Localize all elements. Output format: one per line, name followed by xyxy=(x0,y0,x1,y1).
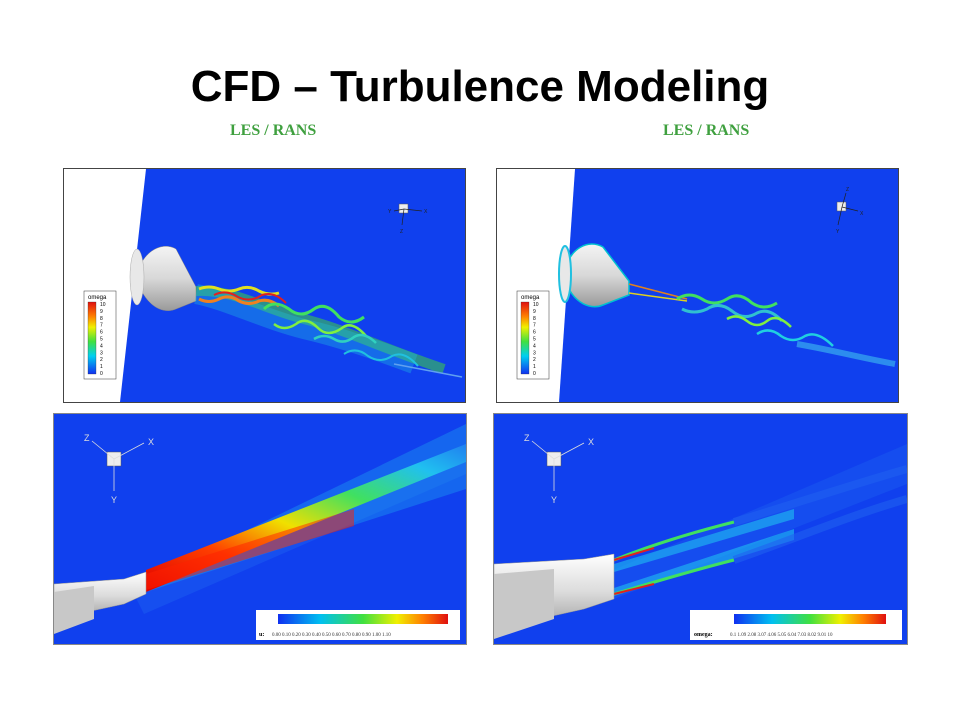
axis-triad: X Y Z xyxy=(388,203,428,235)
axis-z-label: Z xyxy=(524,433,530,443)
axis-y-label: Y xyxy=(111,495,117,505)
legend-value: 8 xyxy=(533,316,536,322)
nozzle-body xyxy=(563,243,630,308)
axis-triad: X Z Y xyxy=(84,433,154,505)
les-vorticity-panel-left: omega 10 9 8 7 6 5 4 3 2 1 0 X Y Z xyxy=(63,168,466,403)
legend-value: 4 xyxy=(100,343,103,349)
left-column-label: LES / RANS xyxy=(230,122,317,139)
legend-value: 7 xyxy=(100,323,103,329)
les-vorticity-panel-right: omega 10 9 8 7 6 5 4 3 2 1 0 X Z Y xyxy=(496,168,899,403)
axis-y-label: Y xyxy=(836,229,840,235)
legend-value: 9 xyxy=(533,309,536,315)
legend-value: 2 xyxy=(100,357,103,363)
rans-vorticity-panel: X Z Y omega: 0.1 1.09 2.08 3.07 4.06 5.0… xyxy=(493,413,908,645)
legend-value: 9 xyxy=(100,309,103,315)
legend-value: 7 xyxy=(533,323,536,329)
legend-value: 8 xyxy=(100,316,103,322)
legend-value: 6 xyxy=(533,330,536,336)
right-column-label: LES / RANS xyxy=(663,122,750,139)
nozzle-body xyxy=(135,246,197,311)
legend-value: 3 xyxy=(100,350,103,356)
legend-value: 0 xyxy=(533,371,536,377)
legend-value: 1 xyxy=(533,364,536,370)
colorbar-ticks: 0.1 1.09 2.08 3.07 4.06 5.05 6.04 7.03 8… xyxy=(730,633,833,638)
slide-title: CFD – Turbulence Modeling xyxy=(190,62,770,111)
axis-x-label: X xyxy=(148,437,154,447)
axis-x-label: X xyxy=(860,211,864,217)
axis-z-label: Z xyxy=(400,229,403,235)
axis-triad: X Z Y xyxy=(836,187,864,235)
colorbar-label: omega: xyxy=(694,632,713,638)
axis-x-label: X xyxy=(424,209,428,215)
legend-title: omega xyxy=(521,295,540,301)
omega-colorbar: omega: 0.1 1.09 2.08 3.07 4.06 5.05 6.04… xyxy=(690,610,902,640)
vortex-structures xyxy=(628,283,896,367)
rans-velocity-panel: X Z Y u: 0.00 0.10 0.20 0.30 0.40 0.50 0… xyxy=(53,413,467,645)
legend-value: 10 xyxy=(100,302,106,308)
colorbar-ticks: 0.00 0.10 0.20 0.30 0.40 0.50 0.60 0.70 … xyxy=(272,633,391,638)
legend-value: 6 xyxy=(100,330,103,336)
legend-value: 5 xyxy=(100,337,103,343)
axis-z-label: Z xyxy=(84,433,90,443)
colorbar-label: u: xyxy=(259,632,264,638)
legend-value: 4 xyxy=(533,343,536,349)
legend-title: omega xyxy=(88,295,107,301)
legend-value: 10 xyxy=(533,302,539,308)
wall-surface xyxy=(497,169,575,402)
u-colorbar: u: 0.00 0.10 0.20 0.30 0.40 0.50 0.60 0.… xyxy=(256,610,460,640)
axis-triad: X Z Y xyxy=(524,433,594,505)
legend-value: 2 xyxy=(533,357,536,363)
axis-z-label: Z xyxy=(846,187,849,193)
vortex-structures xyxy=(193,284,463,378)
axis-y-label: Y xyxy=(551,495,557,505)
axis-x-label: X xyxy=(588,437,594,447)
legend-value: 1 xyxy=(100,364,103,370)
legend-value: 0 xyxy=(100,371,103,377)
legend-value: 3 xyxy=(533,350,536,356)
legend-value: 5 xyxy=(533,337,536,343)
axis-y-label: Y xyxy=(388,209,392,215)
